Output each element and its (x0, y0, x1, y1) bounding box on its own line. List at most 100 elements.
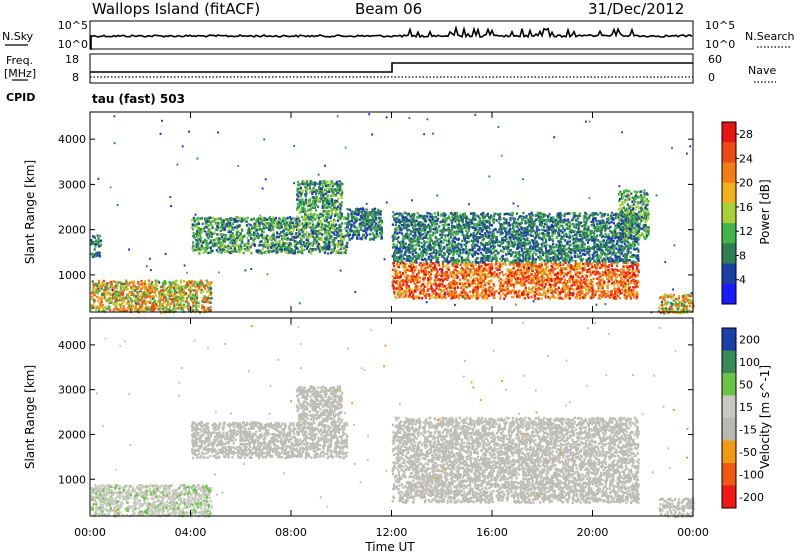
scatter-cell (330, 201, 333, 205)
scatter-cell (530, 280, 533, 284)
scatter-cell (207, 224, 210, 227)
scatter-cell (233, 217, 236, 221)
scatter-cell (241, 241, 244, 244)
scatter-cell (400, 220, 403, 223)
scatter-cell (206, 230, 209, 234)
scatter-cell (475, 293, 479, 296)
scatter-cell (470, 226, 474, 229)
scatter-cell (556, 273, 559, 276)
scatter-cell (474, 214, 477, 217)
scatter-cell (610, 289, 614, 293)
scatter-cell (542, 286, 545, 290)
scatter-cell (183, 305, 186, 309)
scatter-cell (300, 247, 303, 250)
scatter-cell (354, 233, 357, 236)
scatter-cell (99, 287, 102, 290)
scatter-cell (255, 249, 258, 252)
scatter-cell (447, 268, 450, 271)
scatter-cell (474, 258, 477, 261)
scatter-cell (424, 257, 427, 261)
scatter-cell (396, 262, 399, 266)
scatter-cell (279, 223, 282, 227)
scatter-cell (356, 236, 359, 239)
scatter-cell (373, 220, 376, 224)
scatter-cell (604, 270, 607, 274)
scatter-cell (128, 302, 131, 305)
scatter-cell (320, 226, 323, 229)
scatter-cell (504, 262, 507, 265)
scatter-cell (217, 241, 220, 245)
scatter-cell (554, 261, 557, 265)
scatter-cell (531, 279, 534, 282)
scatter-cell (583, 277, 586, 280)
scatter-cell (190, 226, 193, 229)
scatter-cell (418, 216, 421, 219)
scatter-cell (631, 291, 634, 295)
scatter-cell (103, 292, 106, 295)
scatter-cell (209, 231, 212, 234)
scatter-cell (636, 293, 639, 296)
scatter-cell (309, 190, 312, 194)
scatter-cell (312, 241, 315, 244)
scatter-cell (381, 231, 384, 234)
scatter-cell (504, 281, 507, 284)
scatter-cell (220, 226, 223, 229)
scatter-cell (606, 277, 609, 280)
scatter-cell (206, 300, 209, 303)
power-scatter-cells (90, 113, 695, 315)
scatter-cell (105, 282, 109, 285)
scatter-cell (539, 279, 542, 282)
scatter-cell (448, 246, 452, 250)
scatter-cell (281, 238, 284, 241)
scatter-cell (527, 269, 530, 273)
scatter-cell (108, 305, 111, 309)
scatter-cell (201, 290, 204, 293)
scatter-cell (199, 217, 202, 221)
scatter-cell (520, 282, 523, 285)
scatter-cell (518, 281, 521, 285)
scatter-cell (575, 287, 578, 291)
scatter-cell (449, 290, 452, 294)
scatter-cell (607, 278, 610, 281)
scatter-cell (363, 217, 366, 221)
scatter-cell (326, 180, 329, 183)
scatter-cell (344, 222, 347, 225)
scatter-cell (394, 272, 397, 275)
scatter-cell (324, 225, 327, 229)
scatter-cell (430, 221, 433, 224)
scatter-cell (412, 250, 415, 253)
scatter-cell (434, 243, 437, 246)
scatter-cell (169, 283, 172, 286)
scatter-cell (474, 226, 477, 230)
scatter-cell (333, 190, 336, 193)
scatter-cell (201, 306, 204, 309)
scatter-cell (96, 242, 99, 246)
scatter-cell (391, 284, 394, 287)
scatter-cell (428, 293, 431, 296)
scatter-cell (272, 231, 275, 234)
scatter-cell (126, 306, 130, 309)
scatter-cell (442, 255, 445, 258)
scatter-cell (439, 244, 442, 247)
scatter-cell (311, 223, 315, 226)
scatter-cell (179, 301, 183, 304)
scatter-cell (320, 194, 323, 197)
scatter-cell (430, 276, 433, 280)
scatter-cell (633, 272, 636, 276)
scatter-cell (350, 223, 353, 227)
scatter-cell (600, 282, 603, 286)
scatter-cell (232, 250, 235, 253)
scatter-cell (498, 261, 501, 264)
scatter-cell (514, 261, 517, 264)
scatter-cell (391, 275, 394, 278)
scatter-cell (487, 294, 491, 297)
scatter-cell (398, 251, 401, 254)
scatter-cell (462, 248, 465, 251)
scatter-cell (297, 183, 300, 187)
scatter-cell (299, 210, 302, 214)
scatter-cell (392, 261, 395, 264)
scatter-cell (323, 247, 326, 250)
scatter-cell (118, 292, 121, 296)
scatter-cell (229, 233, 232, 237)
scatter-cell (584, 294, 587, 297)
